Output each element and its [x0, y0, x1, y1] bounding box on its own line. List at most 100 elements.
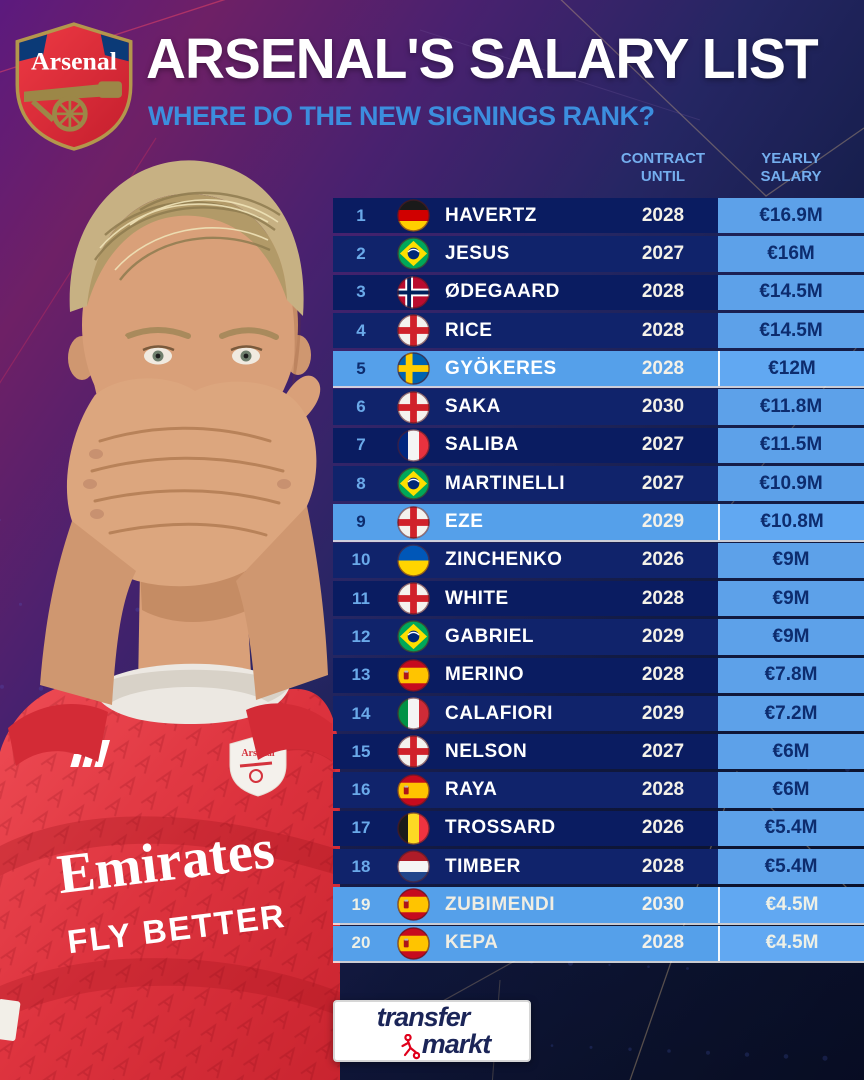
salary-cell: €10.9M: [718, 466, 864, 502]
table-row: 3 ØDEGAARD 2028 €14.5M: [333, 274, 864, 310]
contract-until-cell: 2029: [641, 511, 685, 533]
footballer-icon: [401, 1034, 420, 1060]
contract-until-cell: 2028: [641, 664, 685, 686]
rank-cell: 12: [351, 626, 371, 646]
rank-cell: 16: [351, 780, 371, 800]
table-row: 13 MERINO 2028 €7.8M: [333, 657, 864, 693]
contract-until-cell: 2028: [641, 357, 685, 379]
flag-icon-england: [389, 581, 437, 616]
flag-icon-france: [389, 428, 437, 463]
contract-until-cell: 2028: [641, 281, 685, 303]
contract-until-cell: 2029: [641, 702, 685, 724]
salary-cell: €5.4M: [718, 849, 864, 885]
contract-until-cell: 2030: [641, 396, 685, 418]
salary-cell: €9M: [718, 580, 864, 617]
contract-until-cell: 2027: [641, 740, 685, 762]
table-row: 8 MARTINELLI 2027 €10.9M: [333, 466, 864, 502]
rank-cell: 1: [356, 205, 366, 225]
flag-icon-spain: [389, 658, 437, 693]
table-row: 12 GABRIEL 2029 €9M: [333, 619, 864, 655]
flag-icon-netherlands: [389, 849, 437, 884]
player-name: NELSON: [445, 740, 528, 762]
salary-cell: €4.5M: [718, 925, 864, 961]
salary-table: 1 HAVERTZ 2028 €16.9M 2 JESUS 2027 €16M 3 ØDEGAAR…: [333, 198, 864, 964]
column-header-salary: YEARLY SALARY: [718, 150, 864, 193]
rank-cell: 20: [351, 933, 371, 953]
table-row: 6 SAKA 2030 €11.8M: [333, 389, 864, 425]
contract-until-cell: 2029: [641, 625, 685, 647]
table-row: 5 GYÖKERES 2028 €12M: [333, 351, 864, 387]
flag-icon-spain: [389, 926, 437, 961]
contract-until-cell: 2027: [641, 434, 685, 456]
salary-cell: €4.5M: [718, 887, 864, 923]
rank-cell: 7: [356, 435, 366, 455]
player-photo-gyokeres: Arsenal Emirates FLY BETTER: [0, 160, 340, 1080]
page-subtitle: WHERE DO THE NEW SIGNINGS RANK?: [148, 101, 655, 131]
player-name: GYÖKERES: [445, 357, 557, 379]
table-row: 16 RAYA 2028 €6M: [333, 772, 864, 808]
table-row: 20 KEPA 2028 €4.5M: [333, 925, 864, 961]
table-row: 19 ZUBIMENDI 2030 €4.5M: [333, 887, 864, 923]
player-name: SAKA: [445, 396, 501, 418]
flag-icon-england: [389, 389, 437, 424]
arsenal-crest-logo: Arsenal: [12, 20, 136, 152]
contract-until-cell: 2030: [641, 893, 685, 915]
column-header-contract-line1: CONTRACT: [620, 149, 706, 167]
player-forearm-right: [236, 506, 328, 700]
salary-cell: €11.5M: [718, 427, 864, 464]
player-name: SALIBA: [445, 434, 519, 456]
salary-cell: €14.5M: [718, 274, 864, 310]
rank-cell: 15: [351, 741, 371, 761]
contract-until-cell: 2027: [641, 472, 685, 494]
rank-cell: 9: [356, 512, 366, 532]
player-name: JESUS: [445, 242, 510, 264]
arsenal-crest-icon: Arsenal: [15, 22, 133, 151]
contract-until-cell: 2026: [641, 817, 685, 839]
salary-cell: €10.8M: [718, 504, 864, 540]
flag-icon-brazil: [389, 236, 437, 271]
flag-icon-england: [389, 313, 437, 348]
rank-cell: 10: [351, 550, 371, 570]
player-forearm-left: [40, 521, 136, 705]
table-row: 14 CALAFIORI 2029 €7.2M: [333, 695, 864, 732]
flag-icon-spain: [389, 772, 437, 807]
salary-cell: €12M: [718, 351, 864, 387]
rank-cell: 3: [356, 282, 366, 302]
table-row: 18 TIMBER 2028 €5.4M: [333, 849, 864, 885]
salary-cell: €16.9M: [718, 198, 864, 234]
salary-cell: €7.8M: [718, 657, 864, 693]
player-name: ZINCHENKO: [445, 549, 563, 571]
salary-cell: €14.5M: [718, 312, 864, 349]
player-name: WHITE: [445, 587, 509, 609]
rank-cell: 19: [351, 894, 371, 914]
salary-cell: €16M: [718, 236, 864, 272]
flag-icon-england: [389, 734, 437, 769]
rank-cell: 4: [356, 320, 366, 340]
contract-until-cell: 2028: [641, 855, 685, 877]
rank-cell: 18: [351, 856, 371, 876]
table-row: 9 EZE 2029 €10.8M: [333, 504, 864, 540]
salary-cell: €11.8M: [718, 389, 864, 425]
contract-until-cell: 2028: [641, 319, 685, 341]
column-header-salary-line1: YEARLY: [761, 149, 821, 167]
rank-cell: 17: [351, 818, 371, 838]
salary-cell: €7.2M: [718, 695, 864, 732]
transfermarkt-logo: transfer markt: [333, 1000, 531, 1062]
table-row: 15 NELSON 2027 €6M: [333, 734, 864, 770]
rank-cell: 5: [356, 358, 366, 378]
rank-cell: 13: [351, 665, 371, 685]
table-row: 4 RICE 2028 €14.5M: [333, 312, 864, 349]
column-header-contract: CONTRACT UNTIL: [608, 150, 718, 193]
player-name: TROSSARD: [445, 817, 556, 839]
flag-icon-spain: [389, 887, 437, 922]
player-name: CALAFIORI: [445, 702, 553, 724]
player-name: ØDEGAARD: [445, 281, 560, 303]
salary-cell: €5.4M: [718, 810, 864, 847]
table-row: 1 HAVERTZ 2028 €16.9M: [333, 198, 864, 234]
rank-cell: 6: [356, 397, 366, 417]
player-name: RAYA: [445, 779, 498, 801]
contract-until-cell: 2027: [641, 242, 685, 264]
salary-cell: €9M: [718, 542, 864, 578]
contract-until-cell: 2028: [641, 779, 685, 801]
